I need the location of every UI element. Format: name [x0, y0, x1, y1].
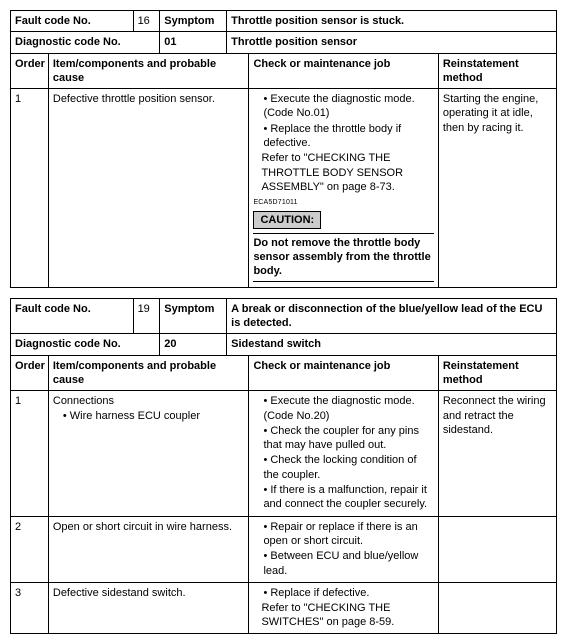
- fault-detail-19: Order Item/components and probable cause…: [10, 355, 557, 634]
- value-symptom: A break or disconnection of the blue/yel…: [227, 298, 557, 334]
- table-row: 2 Open or short circuit in wire harness.…: [11, 516, 557, 582]
- check-ref: Refer to "CHECKING THE SWITCHES" on page…: [253, 601, 433, 630]
- label-symptom: Symptom: [160, 298, 227, 334]
- value-fault-code: 19: [133, 298, 160, 334]
- cell-check: Execute the diagnostic mode. (Code No.01…: [249, 89, 438, 288]
- value-fault-code: 16: [133, 11, 160, 32]
- check-bullet: Check the locking condition of the coupl…: [263, 453, 433, 482]
- small-code: ECA5D71011: [253, 199, 297, 206]
- check-bullet: Check the coupler for any pins that may …: [263, 424, 433, 453]
- cell-check: Execute the diagnostic mode. (Code No.20…: [249, 391, 438, 516]
- cell-check: Repair or replace if there is an open or…: [249, 516, 438, 582]
- fault-detail-16: Order Item/components and probable cause…: [10, 53, 557, 288]
- caution-label: CAUTION:: [253, 211, 321, 229]
- caution-text: Do not remove the throttle body sensor a…: [253, 237, 430, 278]
- col-check-job: Check or maintenance job: [249, 355, 438, 391]
- check-bullet: Replace if defective.: [263, 586, 433, 600]
- cell-reinstate: [438, 582, 556, 633]
- label-diag-code-no: Diagnostic code No.: [11, 32, 160, 53]
- cell-reinstate: Starting the engine, operating it at idl…: [438, 89, 556, 288]
- check-bullet: Replace the throttle body if defective.: [263, 122, 433, 151]
- col-reinstate: Reinstatement method: [438, 53, 556, 89]
- cell-order: 3: [11, 582, 49, 633]
- cell-check: Replace if defective. Refer to "CHECKING…: [249, 582, 438, 633]
- item-line2: Wire harness ECU coupler: [63, 409, 245, 423]
- check-bullet: Repair or replace if there is an open or…: [263, 520, 433, 549]
- col-check-job: Check or maintenance job: [249, 53, 438, 89]
- col-item-cause: Item/components and probable cause: [48, 53, 249, 89]
- value-diag-code: 20: [160, 334, 227, 355]
- col-order: Order: [11, 53, 49, 89]
- cell-item: Defective throttle position sensor.: [48, 89, 249, 288]
- fault-table-16: Fault code No. 16 Symptom Throttle posit…: [10, 10, 557, 54]
- table-row: 1 Connections Wire harness ECU coupler E…: [11, 391, 557, 516]
- value-diag-name: Throttle position sensor: [227, 32, 557, 53]
- check-bullet: Between ECU and blue/yellow lead.: [263, 549, 433, 578]
- col-reinstate: Reinstatement method: [438, 355, 556, 391]
- fault-table-19: Fault code No. 19 Symptom A break or dis…: [10, 298, 557, 356]
- label-symptom: Symptom: [160, 11, 227, 32]
- cell-item: Connections Wire harness ECU coupler: [48, 391, 249, 516]
- table-row: 1 Defective throttle position sensor. Ex…: [11, 89, 557, 288]
- cell-order: 1: [11, 89, 49, 288]
- table-row: 3 Defective sidestand switch. Replace if…: [11, 582, 557, 633]
- label-fault-code-no: Fault code No.: [11, 298, 134, 334]
- value-diag-name: Sidestand switch: [227, 334, 557, 355]
- check-bullet: Execute the diagnostic mode. (Code No.20…: [263, 394, 433, 423]
- col-order: Order: [11, 355, 49, 391]
- label-diag-code-no: Diagnostic code No.: [11, 334, 160, 355]
- check-bullet: Execute the diagnostic mode. (Code No.01…: [263, 92, 433, 121]
- cell-reinstate: Reconnect the wiring and retract the sid…: [438, 391, 556, 516]
- item-line1: Connections: [53, 395, 114, 407]
- check-bullet: If there is a malfunction, repair it and…: [263, 483, 433, 512]
- col-item-cause: Item/components and probable cause: [48, 355, 249, 391]
- cell-order: 2: [11, 516, 49, 582]
- value-diag-code: 01: [160, 32, 227, 53]
- check-ref: Refer to "CHECKING THE THROTTLE BODY SEN…: [253, 151, 433, 194]
- label-fault-code-no: Fault code No.: [11, 11, 134, 32]
- value-symptom: Throttle position sensor is stuck.: [227, 11, 557, 32]
- cell-item: Defective sidestand switch.: [48, 582, 249, 633]
- cell-reinstate: [438, 516, 556, 582]
- cell-item: Open or short circuit in wire harness.: [48, 516, 249, 582]
- cell-order: 1: [11, 391, 49, 516]
